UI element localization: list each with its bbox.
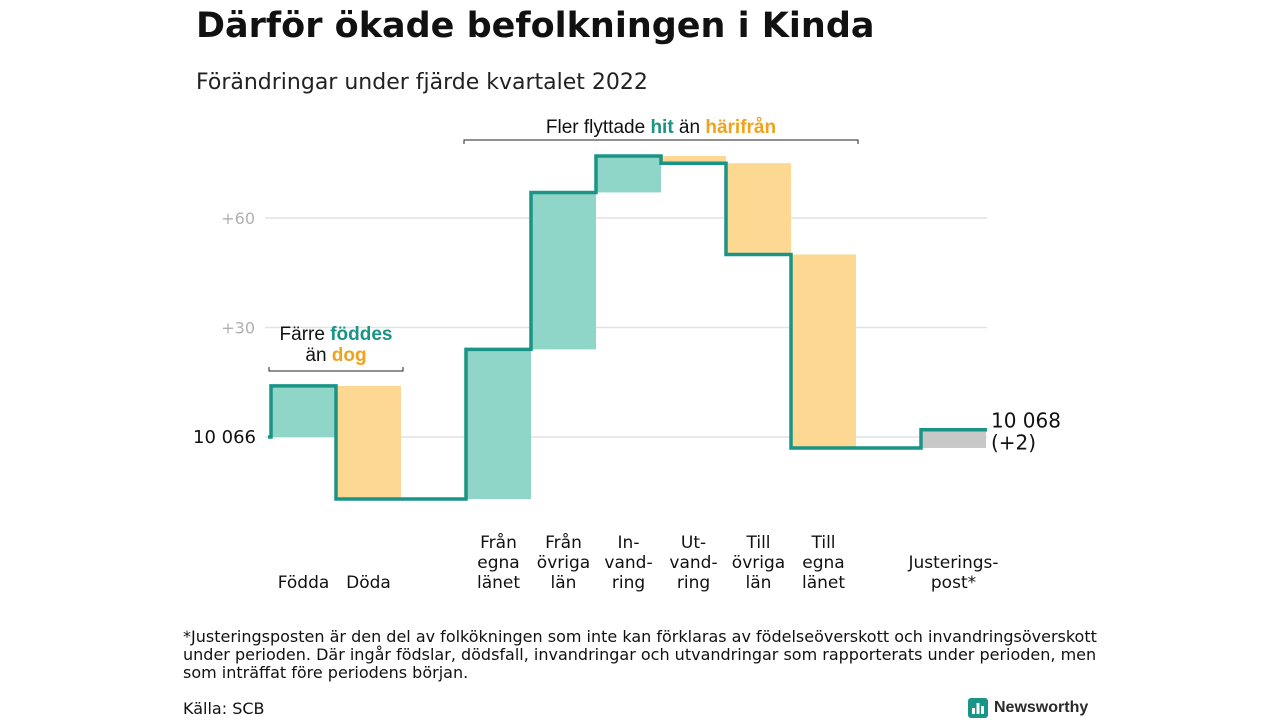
annotation-text-part: dog xyxy=(332,345,367,366)
annotation-text-part: hit xyxy=(650,117,674,138)
bar xyxy=(596,155,661,193)
category-label: Från xyxy=(480,532,517,553)
category-label: övriga xyxy=(732,553,785,573)
end-change-label: (+2) xyxy=(991,431,1036,455)
start-value-label: 10 066 xyxy=(193,427,256,448)
cumulative-line xyxy=(268,154,987,501)
category-label: länet xyxy=(802,573,845,593)
annotation-bracket xyxy=(463,139,859,144)
end-value-label: 10 068 xyxy=(991,409,1061,433)
category-label: ring xyxy=(612,573,645,593)
annotation-text: Färre föddes xyxy=(280,324,393,345)
category-label: In- xyxy=(618,533,640,553)
annotation-text-part: Färre xyxy=(280,324,331,345)
category-label: egna xyxy=(477,553,519,573)
y-tick-label: +60 xyxy=(221,209,255,228)
bar xyxy=(791,254,856,448)
category-label: län xyxy=(551,573,577,593)
annotation-text: Fler flyttade hit än härifrån xyxy=(546,117,776,138)
annotation-text-part: föddes xyxy=(330,324,392,345)
brand: Newsworthy xyxy=(968,697,1088,719)
category-label: vand- xyxy=(604,553,652,573)
annotation-text-part: Fler flyttade xyxy=(546,117,651,138)
annotation-text: än dog xyxy=(305,345,366,366)
bar xyxy=(726,163,791,255)
bar xyxy=(531,192,596,350)
bar xyxy=(271,385,336,437)
source-label: Källa: SCB xyxy=(183,699,265,718)
bar-chart-logo-icon xyxy=(968,698,988,718)
category-label: Justerings- xyxy=(907,553,998,573)
annotation-text-part: än xyxy=(674,117,706,138)
chart-subtitle: Förändringar under fjärde kvartalet 2022 xyxy=(196,70,648,95)
annotation-text-part: härifrån xyxy=(705,117,776,138)
chart-title: Därför ökade befolkningen i Kinda xyxy=(196,6,875,46)
category-label: Till xyxy=(745,533,770,553)
bar xyxy=(466,349,531,500)
bar xyxy=(336,385,401,500)
category-label: post* xyxy=(931,573,976,593)
bar xyxy=(921,429,986,448)
annotation-bracket xyxy=(268,367,404,372)
category-label: egna xyxy=(802,553,844,573)
category-label: Till xyxy=(810,533,835,553)
category-label: vand- xyxy=(669,553,717,573)
category-label: Döda xyxy=(346,573,391,593)
category-label: Ut- xyxy=(681,533,706,553)
category-label: övriga xyxy=(537,553,590,573)
annotation-text-part: än xyxy=(305,345,331,366)
footnote: *Justeringsposten är den del av folkökni… xyxy=(183,627,1097,682)
category-label: ring xyxy=(677,573,710,593)
category-label: länet xyxy=(477,573,520,593)
category-label: län xyxy=(746,573,772,593)
brand-name: Newsworthy xyxy=(994,699,1089,716)
category-label: Från xyxy=(545,532,582,553)
bar xyxy=(661,155,726,164)
category-label: Födda xyxy=(278,573,330,593)
y-tick-label: +30 xyxy=(221,319,255,338)
